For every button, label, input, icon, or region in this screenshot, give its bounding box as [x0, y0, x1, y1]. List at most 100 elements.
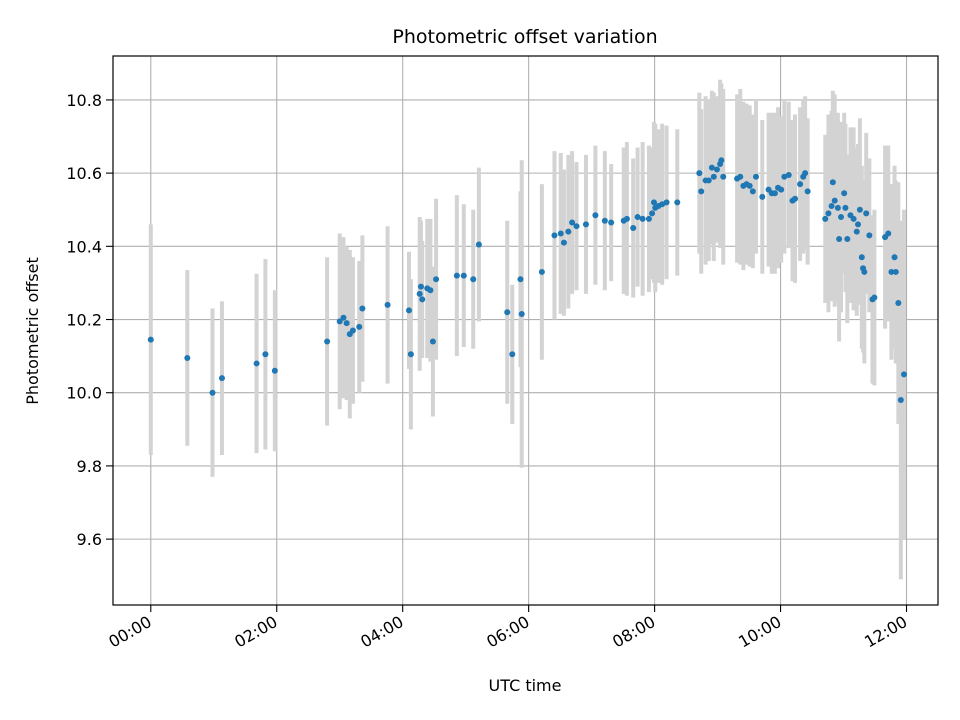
data-point — [828, 203, 835, 210]
data-point — [384, 301, 391, 308]
data-point — [453, 272, 460, 279]
data-point — [504, 309, 511, 316]
data-point — [844, 236, 851, 242]
data-point — [509, 351, 516, 358]
data-point — [417, 283, 424, 290]
chart-title: Photometric offset variation — [392, 26, 657, 48]
data-point — [850, 215, 857, 222]
data-point — [749, 188, 756, 195]
data-point — [336, 318, 343, 325]
data-point — [897, 397, 904, 404]
data-point — [861, 268, 868, 275]
y-tick-label: 10.4 — [66, 237, 102, 256]
data-point — [838, 214, 845, 221]
data-point — [147, 336, 154, 343]
data-point — [601, 217, 608, 224]
data-point — [416, 290, 423, 297]
data-point — [271, 367, 278, 374]
data-point — [557, 230, 564, 237]
data-point — [708, 164, 715, 171]
data-point — [856, 206, 863, 213]
data-point — [517, 276, 524, 283]
data-point — [262, 351, 269, 358]
data-point — [802, 170, 809, 177]
data-point — [822, 215, 829, 222]
data-point — [895, 300, 902, 307]
data-point — [842, 204, 849, 211]
data-point — [746, 182, 753, 189]
data-point — [340, 314, 347, 321]
data-point — [713, 166, 720, 173]
data-point — [718, 157, 725, 164]
data-point — [720, 173, 727, 180]
gridlines — [113, 56, 938, 605]
data-point — [778, 186, 785, 193]
data-point — [475, 241, 482, 248]
data-point — [630, 225, 637, 232]
data-point — [407, 351, 414, 358]
data-point — [218, 375, 225, 382]
data-point — [184, 354, 191, 361]
data-point — [324, 338, 331, 345]
data-point — [356, 323, 363, 330]
data-point — [663, 199, 670, 206]
data-point — [573, 223, 580, 230]
data-point — [433, 276, 440, 283]
y-tick-label: 10.6 — [66, 164, 102, 183]
data-point — [565, 228, 572, 235]
data-point — [460, 272, 467, 279]
data-point — [405, 307, 412, 314]
y-axis-label: Photometric offset — [23, 257, 42, 405]
data-point — [639, 215, 646, 222]
data-point — [698, 188, 705, 195]
data-point — [470, 276, 477, 283]
data-point — [771, 190, 778, 197]
data-point — [538, 268, 545, 275]
data-point — [518, 311, 525, 318]
y-tick-label: 9.8 — [77, 457, 102, 476]
data-point — [645, 215, 652, 222]
data-point — [343, 320, 350, 327]
y-tick-label: 9.6 — [77, 530, 102, 549]
data-point — [825, 210, 832, 217]
data-point — [785, 171, 792, 178]
data-point — [560, 239, 567, 246]
data-point — [858, 254, 865, 261]
data-point — [710, 173, 717, 180]
data-point — [891, 254, 898, 261]
data-point — [831, 197, 838, 204]
data-point — [836, 236, 843, 242]
data-point — [608, 219, 615, 226]
data-point — [885, 230, 892, 237]
x-axis-label: UTC time — [489, 676, 562, 695]
y-tick-label: 10.0 — [66, 384, 102, 403]
data-point — [419, 296, 426, 303]
data-point — [253, 360, 260, 367]
data-point — [569, 219, 576, 226]
data-point — [592, 212, 599, 219]
data-point — [834, 204, 841, 211]
data-point — [705, 177, 712, 184]
data-point — [797, 181, 804, 188]
data-point — [841, 190, 848, 197]
data-point — [792, 195, 799, 202]
data-points — [147, 157, 907, 404]
data-point — [582, 221, 589, 228]
data-point — [737, 173, 744, 180]
data-point — [696, 170, 703, 177]
data-point — [551, 232, 558, 239]
data-point — [804, 188, 811, 195]
data-point — [853, 228, 860, 235]
data-point — [855, 221, 862, 228]
data-point — [623, 215, 630, 222]
y-tick-label: 10.2 — [66, 311, 102, 330]
data-point — [429, 338, 436, 345]
data-point — [892, 268, 899, 275]
data-point — [649, 210, 656, 217]
data-point — [349, 327, 356, 334]
data-point — [829, 179, 836, 186]
y-tick-label: 10.8 — [66, 91, 102, 110]
data-point — [752, 173, 759, 180]
data-point — [634, 214, 641, 221]
